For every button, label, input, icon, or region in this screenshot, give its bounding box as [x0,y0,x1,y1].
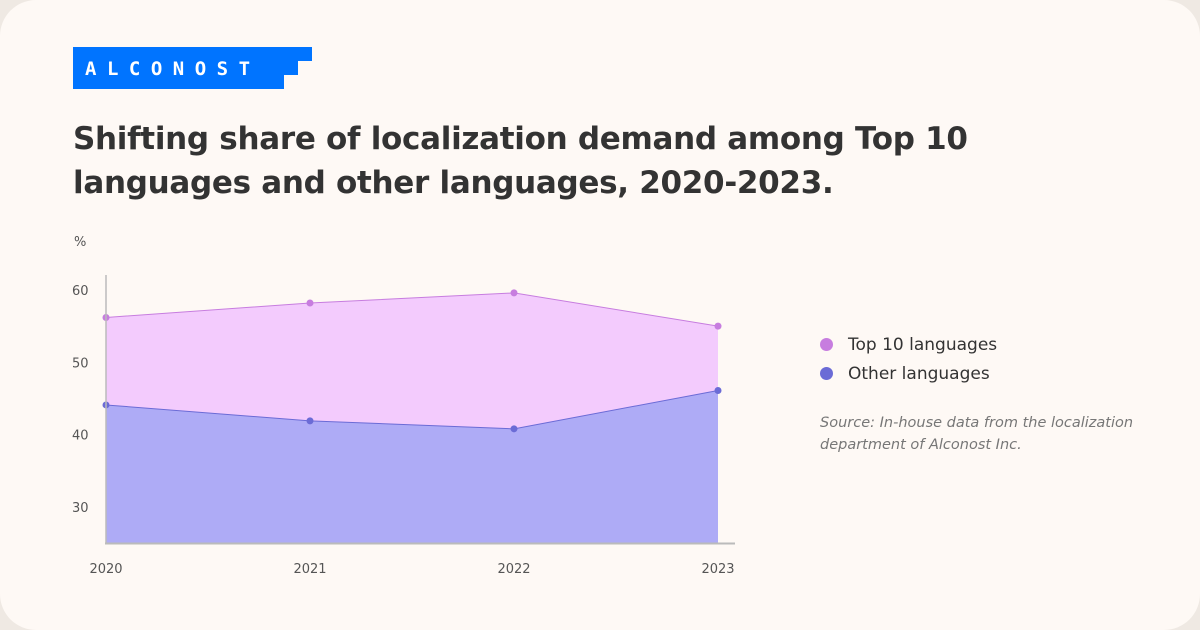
other-point [510,425,518,433]
legend-dot-icon [820,367,833,380]
x-tick-label: 2023 [701,562,734,577]
y-tick-label: 60 [72,284,89,299]
x-tick-label: 2020 [89,562,122,577]
legend: Top 10 languages Other languages [820,330,997,388]
svg-text:ALCONOST: ALCONOST [85,58,261,80]
top10-line [105,292,719,327]
other-point [714,386,722,394]
x-tick-label: 2022 [497,562,530,577]
x-tick-label: 2021 [293,562,326,577]
other-line [105,390,719,430]
legend-label: Other languages [848,363,990,384]
y-tick-label: 40 [72,429,89,444]
y-tick-label: 50 [72,356,89,371]
legend-dot-icon [820,338,833,351]
y-axis-label: % [74,235,86,250]
top10-point [714,322,722,330]
top10-point [510,289,518,297]
source-note: Source: In-house data from the localizat… [820,415,1134,453]
chart-title: Shifting share of localization demand am… [73,121,968,201]
y-tick-label: 30 [72,501,89,516]
other-point [306,417,314,425]
alconost-logo: ALCONOST [73,47,312,89]
legend-label: Top 10 languages [848,334,998,355]
legend-item-other: Other languages [820,359,997,388]
legend-item-top10: Top 10 languages [820,330,997,359]
top10-point [306,299,314,307]
top10-area [106,292,718,429]
other-area [106,390,718,543]
